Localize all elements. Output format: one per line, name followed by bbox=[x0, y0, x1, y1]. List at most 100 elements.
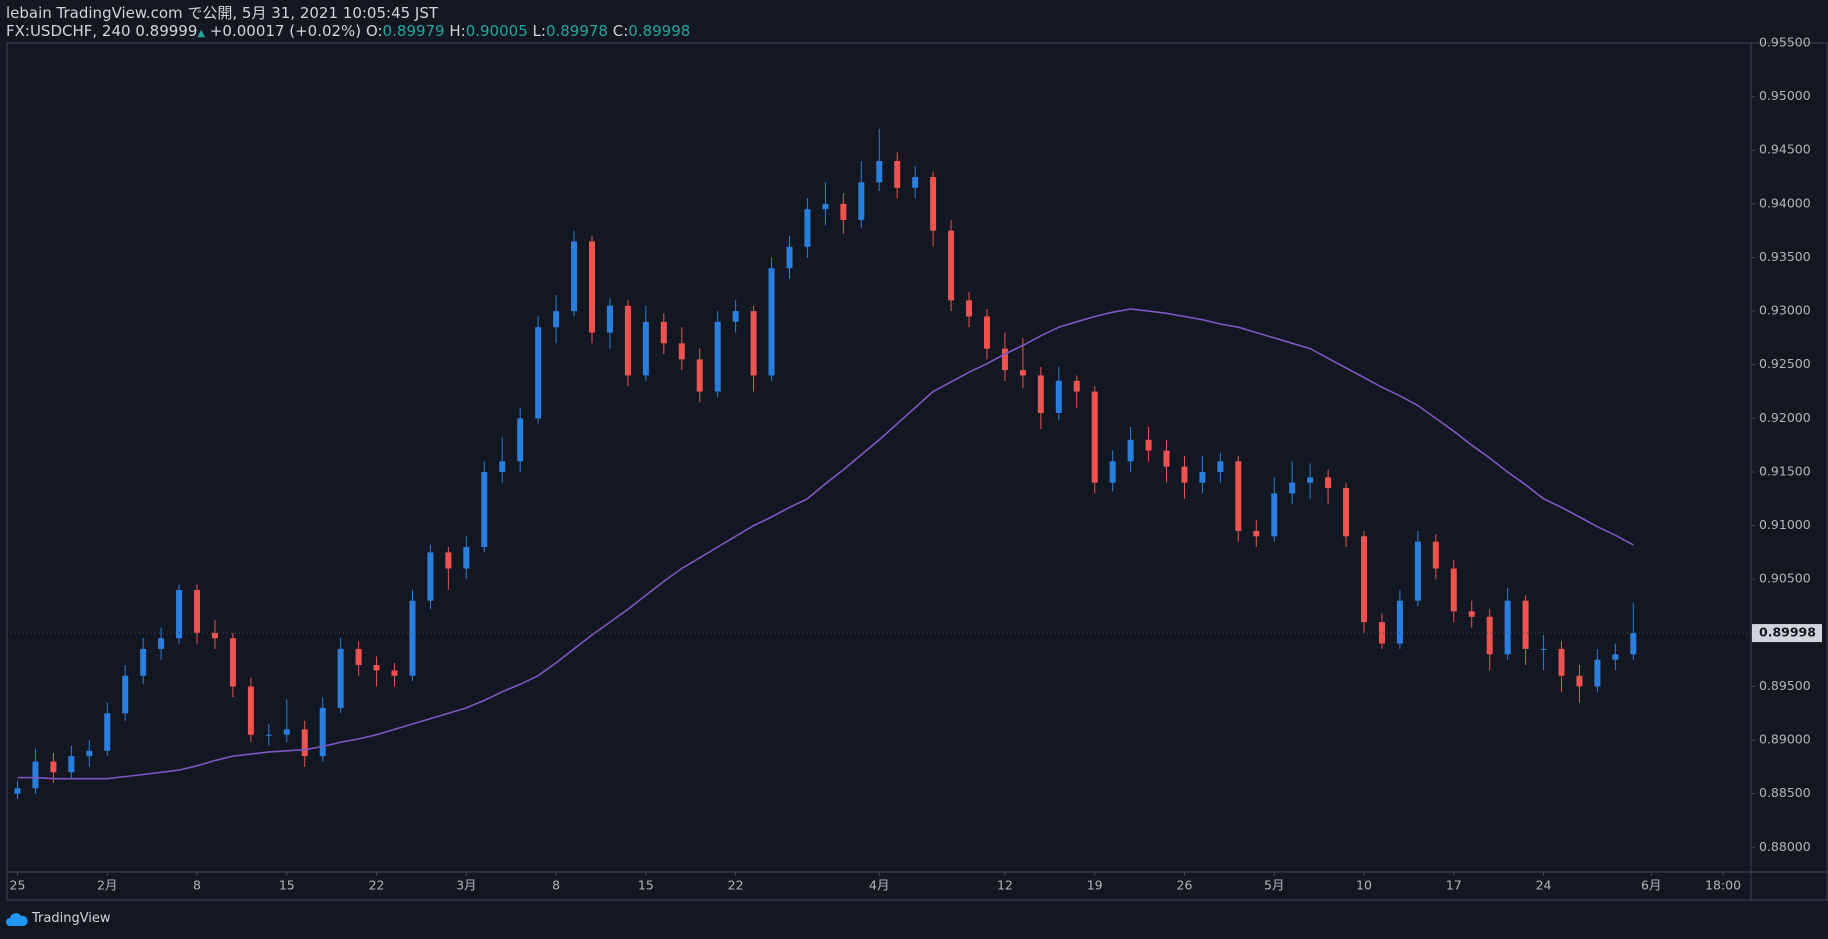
y-tick-label: 0.90500 bbox=[1759, 571, 1811, 586]
logo bbox=[6, 913, 28, 926]
candle-body bbox=[1271, 493, 1278, 537]
candle-body bbox=[373, 665, 380, 671]
candle-body bbox=[32, 761, 39, 789]
symbol: FX:USDCHF, 240 bbox=[6, 22, 131, 40]
x-tick-label: 12 bbox=[997, 878, 1013, 893]
y-tick-label: 0.95000 bbox=[1759, 88, 1811, 103]
close: 0.89998 bbox=[628, 22, 691, 40]
y-tick-label: 0.95500 bbox=[1759, 35, 1811, 50]
candle-body bbox=[1217, 461, 1224, 472]
low: 0.89978 bbox=[545, 22, 608, 40]
candle-body bbox=[678, 343, 685, 360]
x-tick-label: 8 bbox=[193, 878, 201, 893]
candle-body bbox=[140, 648, 147, 676]
candle-body bbox=[571, 241, 578, 312]
plot-area bbox=[7, 128, 1751, 800]
candle-body bbox=[930, 177, 937, 231]
x-tick-label: 10 bbox=[1356, 878, 1372, 893]
candle-body bbox=[445, 552, 452, 569]
chart-border bbox=[6, 42, 1828, 901]
candle-body bbox=[463, 547, 470, 569]
l-label: L: bbox=[532, 22, 546, 40]
x-tick-label: 6月 bbox=[1641, 878, 1661, 893]
candle-body bbox=[1414, 541, 1421, 601]
y-tick-label: 0.93000 bbox=[1759, 303, 1811, 318]
candle-body bbox=[1576, 675, 1583, 687]
x-tick-label: 5月 bbox=[1264, 878, 1284, 893]
h-label: H: bbox=[449, 22, 466, 40]
x-tick-label: 22 bbox=[369, 878, 385, 893]
candle-body bbox=[912, 177, 919, 188]
o-label: O: bbox=[365, 22, 383, 40]
candle-body bbox=[1325, 477, 1332, 489]
price: 0.89999 bbox=[135, 22, 198, 40]
candle-body bbox=[229, 638, 236, 687]
axes: 0.880000.885000.890000.895000.900000.905… bbox=[10, 35, 1822, 893]
candle-body bbox=[624, 305, 631, 376]
candle-body bbox=[1612, 654, 1619, 660]
candle-body bbox=[1432, 541, 1439, 569]
y-tick-label: 0.89000 bbox=[1759, 732, 1811, 747]
candle-body bbox=[86, 750, 93, 757]
y-tick-label: 0.92000 bbox=[1759, 410, 1811, 425]
candle-body bbox=[1289, 482, 1296, 494]
candle-body bbox=[1396, 600, 1403, 644]
x-tick-label: 15 bbox=[279, 878, 295, 893]
candle-body bbox=[1540, 648, 1547, 650]
candle-body bbox=[265, 734, 272, 736]
candle-body bbox=[858, 182, 865, 220]
candle-body bbox=[1630, 633, 1637, 655]
candle-body bbox=[1253, 530, 1260, 537]
change: +0.00017 (+0.02%) bbox=[209, 22, 362, 40]
candle-body bbox=[606, 305, 613, 333]
candle-body bbox=[409, 600, 416, 676]
candle-body bbox=[983, 316, 990, 349]
candle-body bbox=[1055, 380, 1062, 413]
candle-body bbox=[481, 471, 488, 548]
y-tick-label: 0.91500 bbox=[1759, 463, 1811, 478]
candle-body bbox=[732, 311, 739, 322]
candle-body bbox=[589, 241, 596, 333]
x-tick-label: 24 bbox=[1536, 878, 1552, 893]
y-tick-label: 0.94500 bbox=[1759, 142, 1811, 157]
candle-body bbox=[966, 300, 973, 317]
last-price-box bbox=[1752, 624, 1822, 643]
c-label: C: bbox=[612, 22, 629, 40]
candle-body bbox=[14, 788, 21, 794]
candle-body bbox=[1001, 348, 1008, 371]
header: lebain TradingView.com で公開, 5月 31, 2021 … bbox=[6, 4, 690, 43]
candle-body bbox=[768, 268, 775, 376]
y-tick-label: 0.92500 bbox=[1759, 356, 1811, 371]
x-tick-label: 26 bbox=[1177, 878, 1193, 893]
candle-body bbox=[1594, 659, 1601, 687]
y-tick-label: 0.94000 bbox=[1759, 195, 1811, 210]
candle-body bbox=[158, 638, 165, 649]
candle-body bbox=[1468, 611, 1475, 617]
x-tick-label: 17 bbox=[1446, 878, 1462, 893]
candle-body bbox=[355, 648, 362, 666]
candle-body bbox=[427, 552, 434, 601]
candle-body bbox=[517, 418, 524, 462]
candle-body bbox=[1163, 450, 1170, 467]
open: 0.89979 bbox=[382, 22, 445, 40]
candle-body bbox=[1091, 391, 1098, 483]
candle-body bbox=[535, 327, 542, 419]
candle-body bbox=[337, 648, 344, 708]
high: 0.90005 bbox=[465, 22, 528, 40]
candle-body bbox=[211, 632, 218, 639]
moving-average bbox=[17, 308, 1634, 780]
candle-body bbox=[840, 203, 847, 220]
candle-body bbox=[104, 713, 111, 751]
candle-body bbox=[1378, 622, 1385, 644]
symbol-line: FX:USDCHF, 240 0.89999▲ +0.00017 (+0.02%… bbox=[6, 22, 690, 43]
candle-body bbox=[660, 321, 667, 344]
x-tick-label: 25 bbox=[10, 878, 26, 893]
candle-body bbox=[1522, 600, 1529, 649]
candle-body bbox=[1181, 466, 1188, 483]
candle-body bbox=[714, 321, 721, 392]
footer-brand: TradingView bbox=[32, 911, 111, 926]
y-tick-label: 0.88000 bbox=[1759, 839, 1811, 854]
